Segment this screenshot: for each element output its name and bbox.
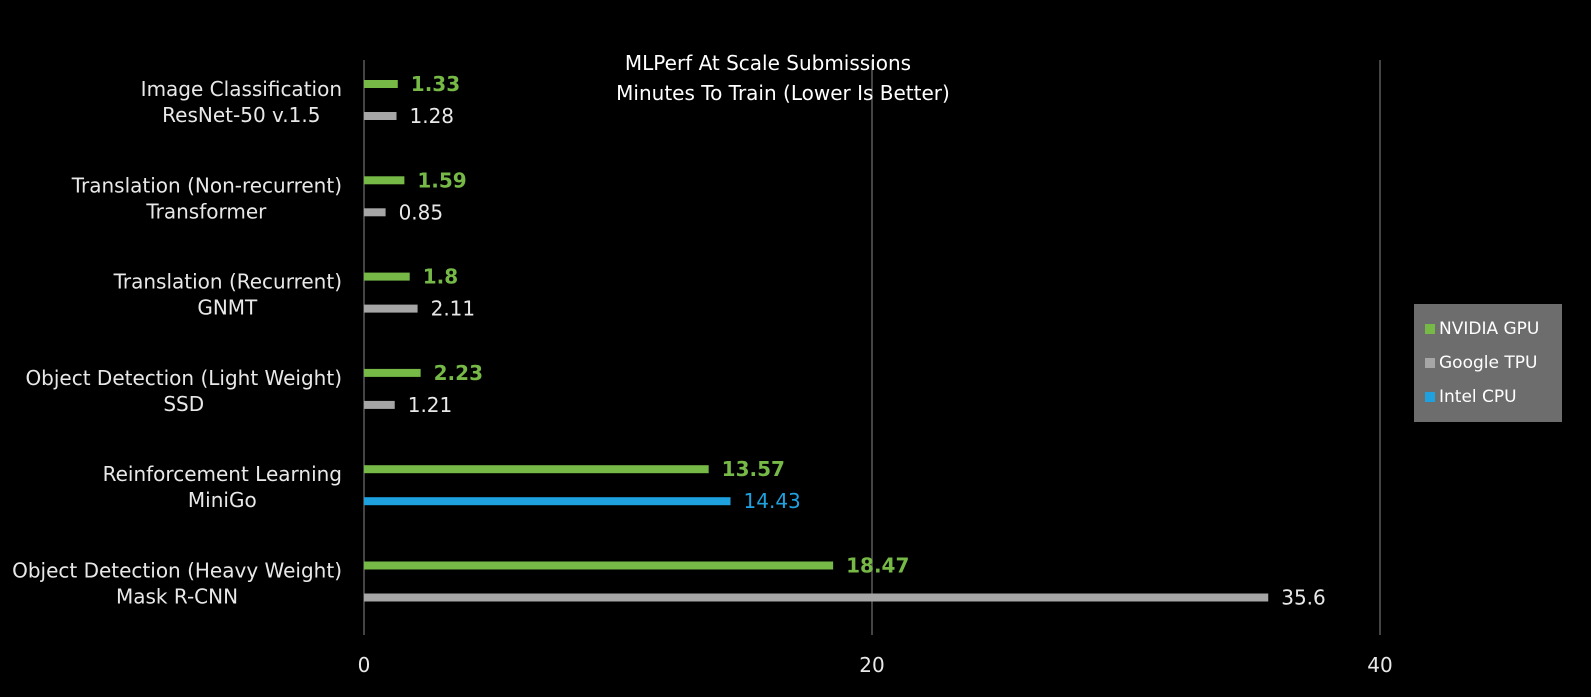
x-tick-label: 20 [859,653,884,677]
category-label-line-2: MiniGo [188,488,257,512]
category-label-line-2: SSD [163,392,204,416]
data-label-nvidia-gpu-gnmt: 1.8 [423,265,458,289]
data-labels: 1.33 1.28 1.59 0.85 1.8 2.11 2.23 1.21 13.57 14.4… [399,72,1326,610]
legend-item-google-tpu: Google TPU [1414,346,1562,380]
bar-nvidia-gpu-ssd [364,368,421,377]
bar-nvidia-gpu-transformer [364,176,405,185]
legend: NVIDIA GPU Google TPU Intel CPU [1414,304,1562,422]
data-label-nvidia-gpu-minigo: 13.57 [722,457,785,481]
bar-google-tpu-resnet-50-v-1-5 [364,112,397,120]
data-label-google-tpu-ssd: 1.21 [408,393,453,417]
chart-title-line-2: Minutes To Train (Lower Is Better) [616,81,950,105]
category-label-line-1: Object Detection (Light Weight) [25,366,342,390]
bar-google-tpu-ssd [364,400,395,409]
chart-title-line-1: MLPerf At Scale Submissions [625,51,911,75]
legend-label-intel-cpu: Intel CPU [1439,387,1517,407]
gridlines [363,60,1381,635]
data-label-google-tpu-transformer: 0.85 [399,200,444,224]
legend-swatch-nvidia-gpu [1425,324,1435,334]
data-label-nvidia-gpu-resnet-50-v-1-5: 1.33 [411,72,460,96]
legend-swatch-google-tpu [1425,358,1435,368]
bar-nvidia-gpu-mask-r-cnn [364,561,834,570]
category-label-line-2: Mask R-CNN [116,585,238,609]
legend-label-google-tpu: Google TPU [1439,353,1538,373]
bar-intel-cpu-minigo [364,497,731,506]
data-label-intel-cpu-minigo: 14.43 [744,489,801,513]
bar-nvidia-gpu-resnet-50-v-1-5 [364,80,398,88]
bar-google-tpu-gnmt [364,304,418,313]
bar-nvidia-gpu-minigo [364,465,709,474]
legend-item-nvidia-gpu: NVIDIA GPU [1414,312,1562,346]
data-label-nvidia-gpu-mask-r-cnn: 18.47 [846,554,909,578]
bar-google-tpu-transformer [364,208,386,217]
category-label-line-1: Image Classification [141,77,342,101]
bar-google-tpu-mask-r-cnn [364,593,1269,602]
bar-nvidia-gpu-gnmt [364,272,410,281]
data-label-google-tpu-mask-r-cnn: 35.6 [1281,586,1326,610]
category-label-line-2: Transformer [145,199,267,223]
data-label-google-tpu-gnmt: 2.11 [431,297,476,321]
category-label-line-1: Object Detection (Heavy Weight) [12,559,342,583]
x-tick-label: 0 [358,653,371,677]
category-label-line-1: Reinforcement Learning [103,462,342,486]
legend-item-intel-cpu: Intel CPU [1414,380,1562,414]
data-label-google-tpu-resnet-50-v-1-5: 1.28 [410,104,455,128]
category-label-line-2: GNMT [197,296,258,320]
data-label-nvidia-gpu-ssd: 2.23 [434,361,483,385]
x-axis-tick-labels: 0 20 40 [358,653,1393,677]
x-tick-label: 40 [1367,653,1392,677]
legend-label-nvidia-gpu: NVIDIA GPU [1439,319,1540,339]
category-label-line-1: Translation (Non-recurrent) [71,173,342,197]
data-label-nvidia-gpu-transformer: 1.59 [417,168,466,192]
legend-swatch-intel-cpu [1425,392,1435,402]
category-label-line-2: ResNet-50 v.1.5 [162,103,320,127]
category-label-line-1: Translation (Recurrent) [113,270,342,294]
bars [364,80,1269,602]
chart-title: MLPerf At Scale Submissions Minutes To T… [616,51,950,105]
